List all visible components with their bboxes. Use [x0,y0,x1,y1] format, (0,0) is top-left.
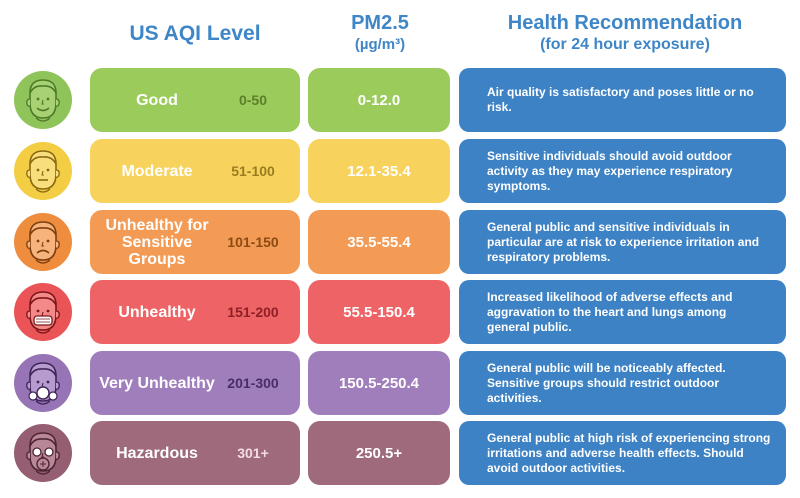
aqi-level-cell: Hazardous 301+ [90,421,300,485]
health-recommendation: General public at high risk of experienc… [459,421,786,485]
respirator-icon [14,354,72,412]
aqi-row: Unhealthy for Sensitive Groups 101-150 35.… [0,210,800,274]
aqi-level-name: Hazardous [116,444,198,462]
health-recommendation: Increased likelihood of adverse effects … [459,280,786,344]
aqi-level-cell: Unhealthy for Sensitive Groups 101-150 [90,210,300,274]
pm25-value: 0-12.0 [308,68,450,132]
pm25-value: 55.5-150.4 [308,280,450,344]
aqi-row: Very Unhealthy 201-300 150.5-250.4 General … [0,351,800,415]
health-subtitle: (for 24 hour exposure) [540,36,710,53]
face-mask-icon [14,283,72,341]
aqi-level-name: Very Unhealthy [99,374,215,392]
health-recommendation-text: General public will be noticeably affect… [487,360,726,405]
aqi-level-header: US AQI Level [129,22,261,45]
pm25-title: PM2.5 [351,12,409,34]
aqi-range: 201-300 [227,375,279,391]
health-recommendation: Air quality is satisfactory and poses li… [459,68,786,132]
aqi-row: Good 0-50 0-12.0 Air quality is satisfactor… [0,68,800,132]
health-recommendation: General public and sensitive individuals… [459,210,786,274]
health-recommendation: General public will be noticeably affect… [459,351,786,415]
aqi-level-name: Unhealthy for Sensitive Groups [105,216,209,268]
health-recommendation-text: General public at high risk of experienc… [487,430,771,475]
aqi-level-name: Unhealthy [118,303,196,321]
pm25-unit: (µg/m³) [354,36,406,53]
pm25-value: 35.5-55.4 [308,210,450,274]
aqi-level-name: Moderate [121,162,193,180]
aqi-row: Hazardous 301+ 250.5+ General public at hig… [0,421,800,485]
aqi-range: 101-150 [227,234,279,250]
neutral-face-icon [14,142,72,200]
health-recommendation-header: Health Recommendation (for 24 hour expos… [460,12,790,56]
aqi-range: 301+ [237,445,269,461]
health-recommendation-text: General public and sensitive individuals… [487,219,760,264]
aqi-range: 51-100 [231,163,275,179]
aqi-level-cell: Unhealthy 151-200 [90,280,300,344]
health-recommendation: Sensitive individuals should avoid outdo… [459,139,786,203]
aqi-level-cell: Moderate 51-100 [90,139,300,203]
health-title: Health Recommendation [507,12,743,34]
aqi-range: 0-50 [238,92,268,108]
health-recommendation-text: Air quality is satisfactory and poses li… [487,85,754,114]
health-recommendation-text: Increased likelihood of adverse effects … [487,289,733,334]
aqi-range: 151-200 [227,304,279,320]
pm25-value: 150.5-250.4 [308,351,450,415]
aqi-row: Moderate 51-100 12.1-35.4 Sensitive individ… [0,139,800,203]
pm25-header: PM2.5 (µg/m³) [305,12,455,56]
pm25-value: 12.1-35.4 [308,139,450,203]
aqi-level-name: Good [136,91,178,109]
worried-face-icon [14,213,72,271]
aqi-level-cell: Good 0-50 [90,68,300,132]
aqi-level-cell: Very Unhealthy 201-300 [90,351,300,415]
gas-mask-icon [14,424,72,482]
pm25-value: 250.5+ [308,421,450,485]
happy-face-icon [14,71,72,129]
health-recommendation-text: Sensitive individuals should avoid outdo… [487,148,733,193]
aqi-row: Unhealthy 151-200 55.5-150.4 Increased like… [0,280,800,344]
